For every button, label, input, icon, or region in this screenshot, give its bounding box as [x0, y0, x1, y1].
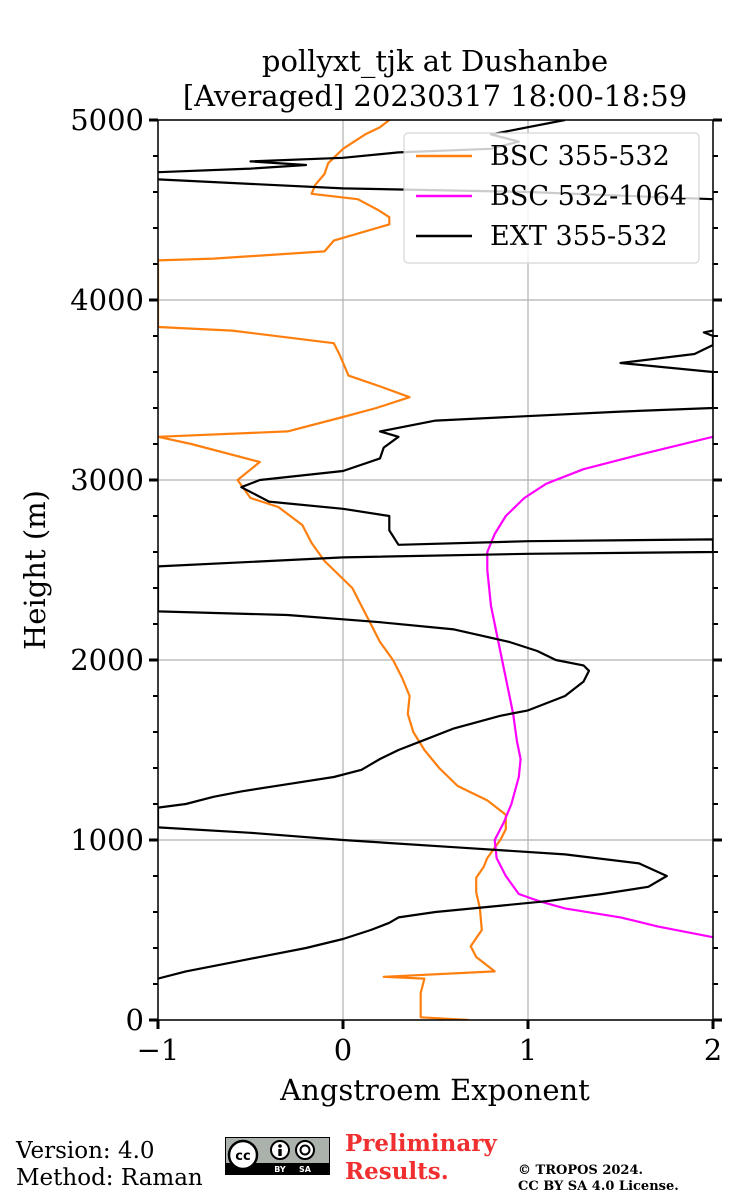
version-label: Version: 4.0 [16, 1138, 155, 1164]
copyright-notice: © TROPOS 2024. CC BY SA 4.0 License. [518, 1163, 679, 1195]
cc-icon-text: cc [235, 1149, 250, 1164]
preliminary-line2: Results. [345, 1158, 449, 1185]
plot-frame [157, 119, 714, 1021]
legend-box [403, 132, 700, 264]
cc-icon [227, 1139, 259, 1171]
y-tick-label: 5000 [70, 103, 144, 137]
cc-by-sa-badge: cc BY SA [225, 1137, 330, 1175]
series-bsc-355-532-line [158, 120, 507, 1020]
version-info: Version: 4.0 Method: Raman [16, 1138, 203, 1192]
preliminary-line1: Preliminary [345, 1130, 497, 1157]
angstroem-chart: pollyxt_tjk at Dushanbe [Averaged] 20230… [18, 44, 722, 1107]
y-tick-label: 0 [126, 1003, 144, 1037]
x-tick-label: −1 [137, 1033, 180, 1067]
series-ext-355-532-line-3 [158, 120, 566, 174]
y-tick-label: 4000 [70, 283, 144, 317]
sa-icon [295, 1140, 315, 1160]
y-tick-label: 2000 [70, 643, 144, 677]
x-tick-label: 2 [704, 1033, 722, 1067]
by-label: BY [274, 1165, 286, 1174]
x-tick-label: 0 [334, 1033, 352, 1067]
chart-subtitle: [Averaged] 20230317 18:00-18:59 [183, 79, 687, 113]
series-ext-355-532-line [158, 329, 713, 980]
copyright-line2: CC BY SA 4.0 License. [518, 1179, 679, 1194]
x-axis-label: Angstroem Exponent [279, 1073, 590, 1107]
legend-label: BSC 532-1064 [490, 181, 687, 212]
chart-title: pollyxt_tjk at Dushanbe [262, 44, 608, 79]
x-tick-label: 1 [519, 1033, 537, 1067]
y-axis-label: Height (m) [18, 490, 52, 650]
legend: BSC 355-532 BSC 532-1064 EXT 355-532 [403, 132, 700, 264]
series-bsc-532-1064-line [486, 435, 713, 939]
preliminary-notice: Preliminary Results. [345, 1130, 497, 1186]
y-tick-label: 3000 [70, 463, 144, 497]
copyright-line1: © TROPOS 2024. [518, 1163, 644, 1178]
legend-label: EXT 355-532 [490, 221, 668, 252]
sa-label: SA [299, 1165, 312, 1174]
legend-label: BSC 355-532 [490, 141, 670, 172]
method-label: Method: Raman [16, 1165, 203, 1191]
y-tick-label: 1000 [70, 823, 144, 857]
